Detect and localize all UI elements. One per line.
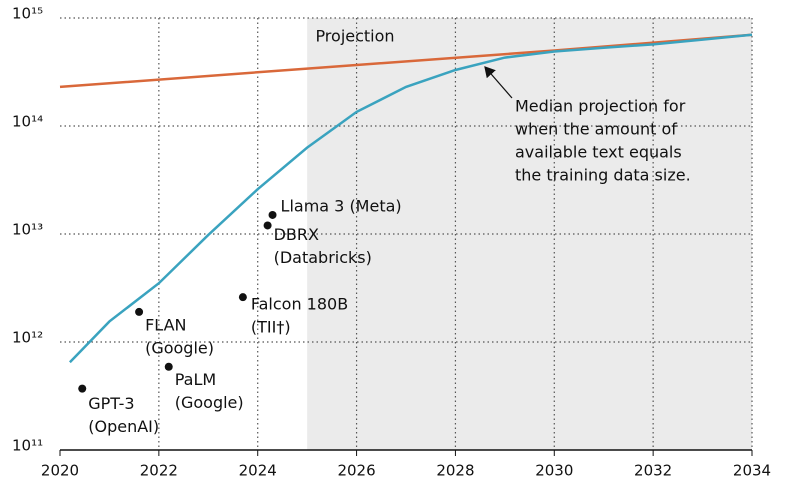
y-tick-label: 10¹³: [12, 221, 43, 239]
x-tick-label: 2020: [41, 462, 79, 480]
annotation: when the amount of: [515, 120, 677, 139]
annotation: available text equals: [515, 143, 682, 162]
point-label: Falcon 180B: [251, 295, 348, 314]
point-label: GPT-3: [88, 394, 134, 413]
y-tick-label: 10¹⁵: [12, 5, 43, 23]
x-tick-label: 2032: [634, 462, 672, 480]
point-label: (TII†): [251, 318, 291, 337]
y-tick-label: 10¹⁴: [12, 113, 43, 131]
point-label: FLAN: [145, 315, 186, 334]
annotation: Median projection for: [515, 97, 686, 116]
point-label: Llama 3 (Meta): [281, 196, 402, 215]
point-label: PaLM: [175, 370, 216, 389]
model-point: [238, 293, 247, 302]
x-tick-label: 2026: [337, 462, 375, 480]
annotation-arrow: [484, 66, 513, 99]
x-tick-label: 2022: [140, 462, 178, 480]
point-label: (Google): [175, 393, 244, 412]
y-tick-label: 10¹²: [12, 329, 43, 347]
model-point: [164, 362, 173, 371]
point-label: DBRX: [274, 225, 319, 244]
x-tick-label: 2024: [239, 462, 277, 480]
x-tick-label: 2028: [436, 462, 474, 480]
projection-region: [307, 18, 752, 450]
point-label: (Google): [145, 338, 214, 357]
x-tick-label: 2030: [535, 462, 573, 480]
series-line: [68, 33, 753, 364]
point-label: (OpenAI): [88, 417, 159, 436]
point-label: (Databricks): [274, 248, 372, 267]
model-point: [263, 221, 272, 230]
annotation: the training data size.: [515, 166, 691, 185]
series-line: [59, 33, 753, 89]
y-tick-label: 10¹¹: [12, 437, 43, 455]
model-point: [78, 384, 87, 393]
projection-label: Projection: [315, 27, 394, 46]
model-point: [268, 210, 277, 219]
x-tick-label: 2034: [733, 462, 771, 480]
model-point: [135, 307, 144, 316]
